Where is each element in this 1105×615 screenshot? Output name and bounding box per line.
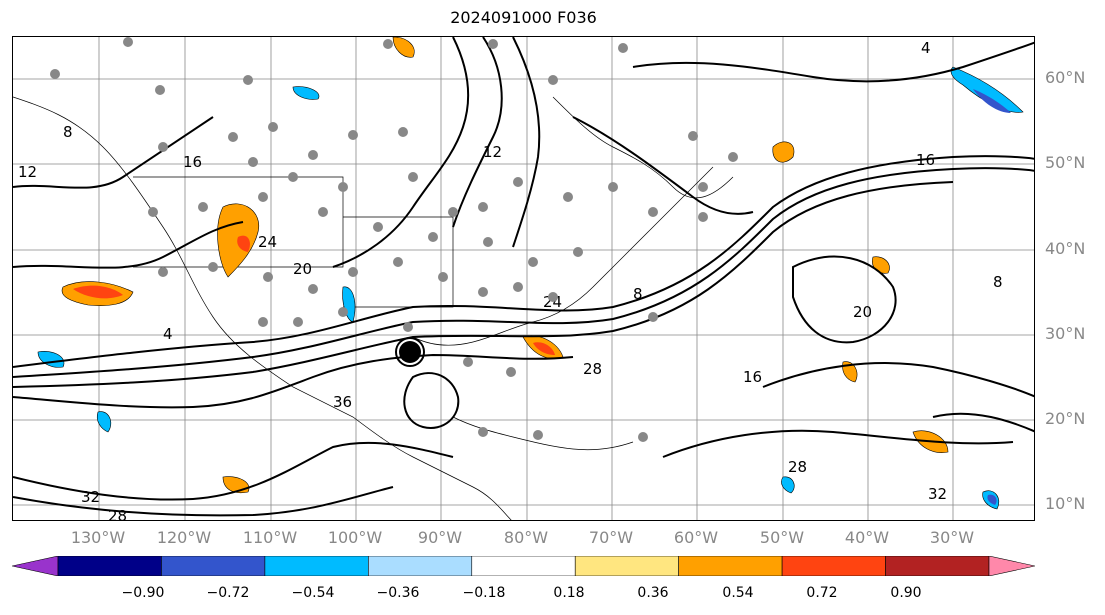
contour-label: 16 [916,151,935,169]
colorbar-tick: −0.72 [206,585,250,601]
contour-label: 36 [333,393,352,411]
coastlines [13,96,734,520]
lon-label: 30°W [929,528,975,547]
lon-label: 60°W [673,528,719,547]
contour-label: 20 [853,303,872,321]
map-title: 2024091000 F036 [450,8,597,27]
contour-label: 32 [928,485,947,503]
graticule [13,37,1034,520]
contour-label: 8 [63,123,73,141]
colorbar-segments [12,556,1035,576]
contour-label: 28 [108,507,127,521]
map-panel: 8 4 12 16 20 24 28 32 36 8 4 16 20 28 32… [12,36,1035,521]
lon-label: 100°W [327,528,383,547]
negative-shading [37,66,1024,510]
contour-label: 16 [183,153,202,171]
colorbar-segment [57,556,162,576]
contour-label: 12 [483,143,502,161]
lon-label: 120°W [156,528,212,547]
colorbar-tick: 0.72 [806,585,838,601]
colorbar-segment [368,556,473,576]
colorbar-segment [781,556,886,576]
lat-label: 50°N [1045,153,1086,172]
lat-label: 20°N [1045,409,1086,428]
contour-label: 28 [583,360,602,378]
lon-label: 40°W [844,528,890,547]
colorbar-tick: 0.54 [722,585,754,601]
colorbar-tick: −0.36 [376,585,420,601]
contour-label: 12 [18,163,37,181]
colorbar-segment [471,556,576,576]
strong-negative-shading [973,89,1011,505]
storm-symbol [395,337,425,367]
contour-label: 4 [163,325,173,343]
colorbar-segment [988,556,1035,576]
lon-label: 90°W [417,528,463,547]
strong-positive-shading [73,235,555,355]
map-canvas: 8 4 12 16 20 24 28 32 36 8 4 16 20 28 32… [13,37,1034,521]
lon-label: 70°W [588,528,634,547]
colorbar-segment [885,556,990,576]
lon-label: 80°W [503,528,549,547]
lat-label: 10°N [1045,494,1086,513]
lat-label: 30°N [1045,324,1086,343]
colorbar-segment [161,556,266,576]
colorbar [12,556,1035,576]
contour-label: 8 [633,285,643,303]
lon-label: 110°W [242,528,298,547]
colorbar-tick: −0.18 [462,585,506,601]
colorbar-segment [678,556,783,576]
colorbar-tick: −0.90 [121,585,165,601]
contour-label: 28 [788,458,807,476]
colorbar-segment [574,556,679,576]
lon-label: 50°W [759,528,805,547]
colorbar-tick: 0.36 [637,585,669,601]
positive-shading [61,37,949,494]
colorbar-tick: 0.18 [553,585,585,601]
contour-label: 20 [293,260,312,278]
station-dots [50,37,738,442]
contour-label-layer: 8 4 12 16 20 24 28 32 36 8 4 16 20 28 32… [18,39,1003,521]
lon-label: 130°W [70,528,126,547]
colorbar-segment [12,556,59,576]
lat-label: 40°N [1045,239,1086,258]
contour-label: 16 [743,368,762,386]
colorbar-tick: −0.54 [291,585,335,601]
height-contours [13,37,1034,517]
contour-label: 4 [921,39,931,57]
colorbar-segment [264,556,369,576]
contour-label: 8 [993,273,1003,291]
contour-label: 24 [258,233,277,251]
colorbar-tick: 0.90 [890,585,922,601]
lat-label: 60°N [1045,68,1086,87]
contour-label: 32 [81,488,100,506]
